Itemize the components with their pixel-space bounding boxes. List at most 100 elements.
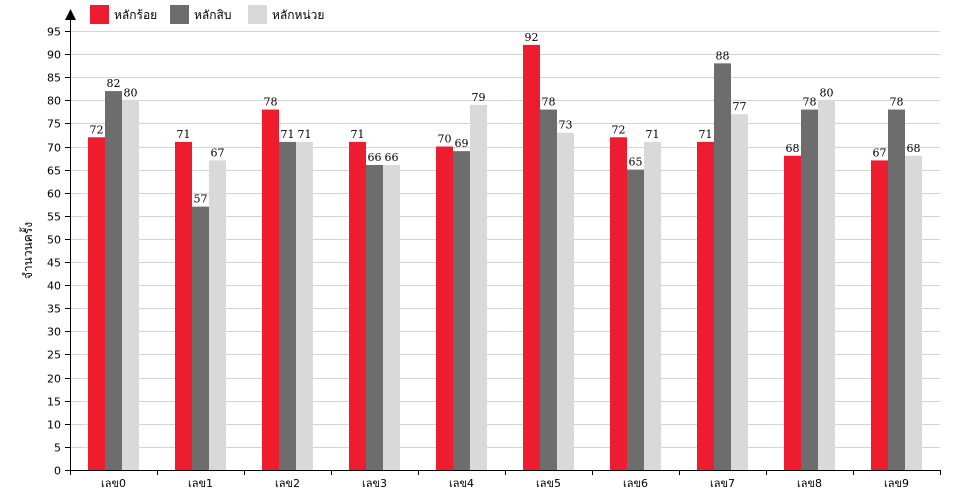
bar (801, 109, 818, 470)
data-label: 65 (629, 156, 643, 169)
bar (209, 160, 226, 471)
data-label: 77 (733, 100, 747, 113)
bar (105, 91, 122, 471)
data-label: 67 (873, 146, 887, 159)
data-label: 80 (124, 86, 138, 99)
data-label: 72 (90, 123, 104, 136)
data-label: 78 (542, 96, 556, 109)
data-label: 66 (385, 151, 399, 164)
data-label: 78 (264, 96, 278, 109)
bar (644, 141, 661, 470)
bar (122, 100, 139, 470)
data-label: 72 (612, 123, 626, 136)
data-label: 57 (194, 193, 208, 206)
bar (523, 44, 540, 470)
x-tick-label: เลข5 (536, 477, 561, 490)
bar (192, 206, 209, 470)
bar (905, 155, 922, 470)
x-tick-label: เลข0 (101, 477, 126, 490)
y-tick-label: 50 (47, 234, 61, 247)
legend-label: หลักสิบ (194, 8, 231, 22)
bar (383, 165, 400, 470)
bar (714, 63, 731, 470)
bar (627, 169, 644, 470)
y-tick-label: 10 (47, 419, 61, 432)
data-label: 70 (438, 133, 452, 146)
data-label: 79 (472, 91, 486, 104)
bar (871, 160, 888, 471)
data-label: 88 (716, 49, 730, 62)
x-tick-label: เลข8 (797, 477, 822, 490)
y-tick-label: 90 (47, 49, 61, 62)
data-label: 68 (786, 142, 800, 155)
legend: หลักร้อย หลักสิบ หลักหน่วย (90, 5, 324, 24)
data-label: 71 (177, 128, 191, 141)
y-axis-label: จำนวนครั้ง (19, 222, 35, 279)
x-tick-label: เลข7 (710, 477, 735, 490)
y-tick-label: 35 (47, 303, 61, 316)
bar (262, 109, 279, 470)
y-tick-label: 20 (47, 373, 61, 386)
data-label: 73 (559, 119, 573, 132)
data-label: 68 (907, 142, 921, 155)
bar (175, 141, 192, 470)
y-tick-label: 25 (47, 349, 61, 362)
data-label: 82 (107, 77, 121, 90)
x-tick-label: เลข3 (362, 477, 387, 490)
data-label: 71 (646, 128, 660, 141)
data-label: 80 (820, 86, 834, 99)
data-label: 71 (298, 128, 312, 141)
x-tick-label: เลข2 (275, 477, 300, 490)
bar (888, 109, 905, 470)
bar (470, 104, 487, 471)
legend-swatch (248, 5, 267, 24)
x-tick-label: เลข9 (884, 477, 909, 490)
y-tick-label: 95 (47, 26, 61, 39)
bar (610, 137, 627, 470)
bar (557, 132, 574, 471)
data-label: 67 (211, 146, 225, 159)
x-tick-label: เลข6 (623, 477, 648, 490)
y-tick-label: 65 (47, 165, 61, 178)
y-tick-label: 75 (47, 118, 61, 131)
y-tick-label: 45 (47, 257, 61, 270)
y-tick-label: 15 (47, 396, 61, 409)
bar (366, 165, 383, 470)
data-label: 71 (281, 128, 295, 141)
bar (453, 151, 470, 470)
x-tick-label: เลข1 (188, 477, 213, 490)
bar (279, 141, 296, 470)
data-label: 71 (351, 128, 365, 141)
y-tick-label: 85 (47, 72, 61, 85)
y-tick-label: 60 (47, 188, 61, 201)
y-tick-label: 0 (54, 465, 61, 478)
bar (436, 146, 453, 471)
legend-label: หลักร้อย (114, 8, 157, 22)
x-ticks: เลข0 เลข1 เลข2 เลข3 เลข4 เลข5 เลข6 เลข7 เลข8 เลข9 (70, 470, 941, 490)
y-axis-arrow-icon (65, 9, 76, 20)
data-label: 69 (455, 137, 469, 150)
bar (731, 114, 748, 470)
data-label: 78 (803, 96, 817, 109)
y-tick-label: 55 (47, 211, 61, 224)
data-label: 71 (699, 128, 713, 141)
y-tick-label: 30 (47, 326, 61, 339)
y-tick-label: 80 (47, 95, 61, 108)
bars (88, 44, 922, 471)
data-label: 92 (525, 31, 539, 44)
bar (540, 109, 557, 470)
legend-swatch (170, 5, 189, 24)
data-label: 78 (890, 96, 904, 109)
bar (818, 100, 835, 470)
y-tick-label: 70 (47, 142, 61, 155)
legend-swatch (90, 5, 109, 24)
y-tick-label: 5 (54, 442, 61, 455)
data-label: 66 (368, 151, 382, 164)
y-tick-label: 40 (47, 280, 61, 293)
bar (88, 137, 105, 470)
bar (784, 155, 801, 470)
bar (697, 141, 714, 470)
x-tick-label: เลข4 (449, 477, 474, 490)
